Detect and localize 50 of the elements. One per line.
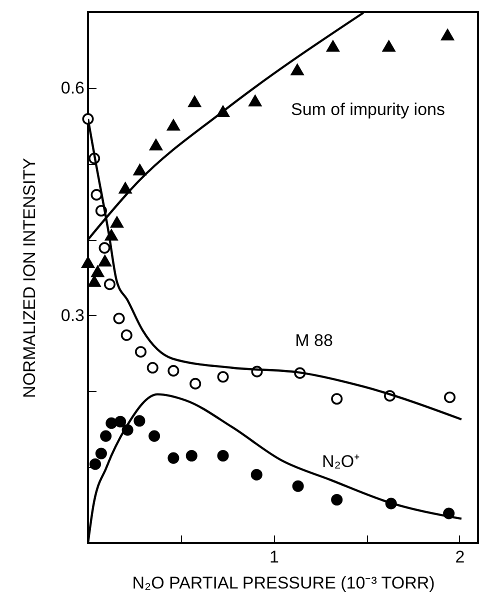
point (148, 430, 160, 442)
point (91, 266, 104, 278)
point (82, 113, 94, 125)
point (292, 480, 304, 492)
point (100, 430, 112, 442)
point (382, 40, 396, 52)
point (248, 95, 262, 106)
point (110, 216, 124, 228)
point (168, 452, 180, 464)
point (290, 64, 304, 76)
point (146, 362, 158, 374)
point (134, 415, 146, 427)
point (133, 164, 146, 176)
series-label: M 88 (295, 331, 333, 350)
point (150, 139, 162, 150)
point (217, 371, 229, 383)
x-tick-label: 1 (269, 548, 279, 566)
point (186, 450, 198, 462)
point (113, 312, 125, 324)
point (90, 189, 102, 201)
y-axis-title: NORMALIZED ION INTENSITY (20, 158, 39, 398)
point (120, 329, 132, 341)
y-tick-label: 0.3 (60, 306, 84, 325)
point (188, 96, 201, 108)
point (118, 182, 132, 194)
point (98, 255, 112, 266)
series-label: N₂O⁺ (322, 452, 360, 471)
point (326, 40, 340, 52)
point (134, 346, 147, 358)
point (95, 448, 107, 460)
point (98, 242, 110, 254)
point (104, 278, 116, 290)
point (168, 365, 180, 377)
point (331, 393, 343, 405)
point (167, 119, 180, 131)
point (190, 378, 202, 390)
point (441, 29, 454, 40)
series-label: Sum of impurity ions (291, 100, 445, 119)
point (444, 392, 456, 404)
point (331, 494, 343, 506)
point (89, 458, 102, 470)
y-tick-label: 0.6 (60, 78, 84, 98)
point (106, 417, 118, 429)
x-axis-title: N₂O PARTIAL PRESSURE (10⁻³ TORR) (132, 574, 435, 592)
point (88, 276, 101, 287)
point (114, 416, 126, 428)
point (217, 450, 229, 462)
point (250, 468, 262, 480)
point (82, 256, 94, 268)
x-tick-label: 2 (455, 548, 465, 566)
